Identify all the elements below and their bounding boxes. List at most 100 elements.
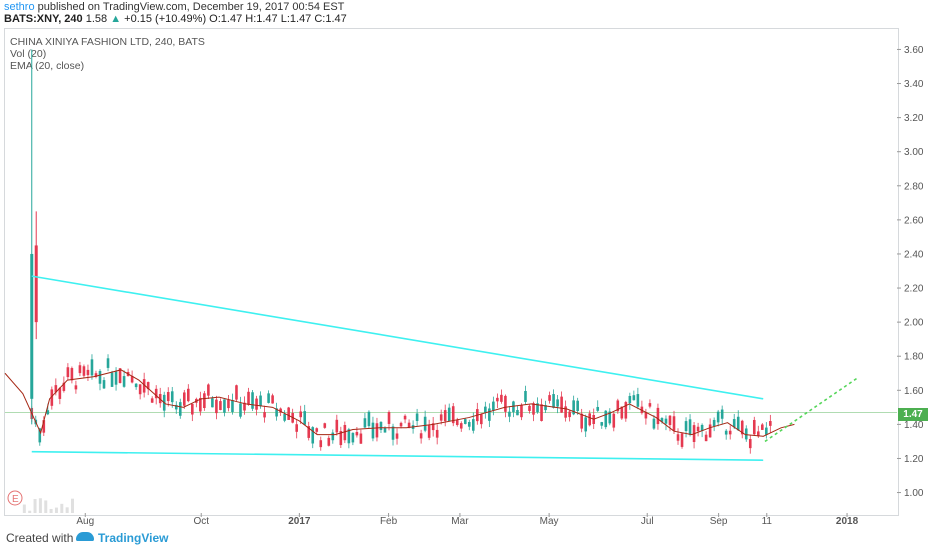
candle xyxy=(207,384,210,396)
candle xyxy=(423,416,427,431)
candle xyxy=(576,400,579,411)
candle xyxy=(560,396,563,413)
candle xyxy=(596,406,600,411)
volume-bar xyxy=(38,498,42,513)
candle xyxy=(756,431,760,437)
volume-bar xyxy=(65,507,69,513)
candle xyxy=(251,392,254,409)
candle xyxy=(211,398,214,408)
candle xyxy=(122,376,126,387)
candle xyxy=(600,422,604,426)
y-tick-label: 1.00 xyxy=(904,488,924,499)
projection-line xyxy=(764,377,858,443)
candle xyxy=(375,423,379,438)
spike-candle xyxy=(34,245,38,323)
candle xyxy=(146,382,150,390)
candle xyxy=(455,419,459,425)
up-triangle-icon: ▲ xyxy=(110,13,122,25)
candle xyxy=(700,424,704,431)
candle xyxy=(82,366,86,376)
chart-header: sethro published on TradingView.com, Dec… xyxy=(0,0,932,26)
candle xyxy=(387,412,391,424)
candle xyxy=(459,423,463,429)
legend-ema[interactable]: EMA (20, close) xyxy=(10,60,85,72)
candle xyxy=(604,410,608,428)
candle xyxy=(142,379,146,393)
candle xyxy=(303,411,307,425)
x-tick-label: Jul xyxy=(641,516,654,527)
earnings-marker xyxy=(7,490,23,506)
tradingview-logo[interactable]: TradingView xyxy=(76,531,168,545)
x-tick-label: Oct xyxy=(193,516,209,527)
candle xyxy=(315,428,319,432)
candle xyxy=(548,395,551,401)
candle xyxy=(86,369,90,376)
y-tick-label: 2.60 xyxy=(904,215,924,226)
candle xyxy=(407,422,411,428)
candle xyxy=(267,393,270,403)
quote-line: BATS:XNY, 240 1.58 ▲ +0.15 (+10.49%) O:1… xyxy=(4,13,347,25)
publish-line: sethro published on TradingView.com, Dec… xyxy=(4,1,344,13)
candle xyxy=(736,416,740,431)
candle xyxy=(46,410,50,415)
candle xyxy=(343,424,347,441)
candle xyxy=(540,404,543,421)
candle xyxy=(339,430,343,446)
candle xyxy=(219,401,222,410)
candle xyxy=(134,383,138,388)
candle xyxy=(500,394,503,402)
candle xyxy=(748,439,752,449)
candle xyxy=(496,397,499,402)
symbol-label: BATS:XNY, 240 xyxy=(4,13,83,25)
candle xyxy=(732,419,736,428)
x-tick-label: 2018 xyxy=(836,516,859,527)
candle xyxy=(624,402,628,419)
candle xyxy=(367,411,371,427)
candle xyxy=(287,407,290,420)
candle xyxy=(616,400,620,412)
y-tick-label: 2.00 xyxy=(904,318,924,329)
legend-volume[interactable]: Vol (20) xyxy=(10,48,47,60)
candle xyxy=(492,401,495,411)
candle xyxy=(556,399,559,407)
candle xyxy=(215,399,218,414)
candle xyxy=(279,408,282,413)
candle xyxy=(463,419,467,424)
candle xyxy=(544,405,547,411)
candle xyxy=(283,414,286,421)
candle xyxy=(652,418,656,429)
trendline-upper xyxy=(31,275,764,400)
candle xyxy=(761,424,764,430)
y-tick-label: 3.60 xyxy=(904,45,924,56)
candle xyxy=(431,423,435,431)
y-tick-label: 1.80 xyxy=(904,352,924,363)
candle xyxy=(150,398,154,403)
candle xyxy=(347,429,351,444)
candle xyxy=(403,415,407,420)
candle xyxy=(259,395,262,407)
candle xyxy=(395,433,399,439)
candle xyxy=(564,406,567,418)
candle xyxy=(335,419,339,433)
candle xyxy=(78,365,82,374)
y-tick-label: 3.20 xyxy=(904,113,924,124)
candle xyxy=(536,403,539,413)
candle xyxy=(765,427,768,435)
y-tick-label: 1.20 xyxy=(904,454,924,465)
candle xyxy=(484,406,487,413)
candle xyxy=(311,427,315,444)
candle xyxy=(680,433,684,447)
candle xyxy=(110,372,114,387)
legend-symbol: CHINA XINIYA FASHION LTD, 240, BATS xyxy=(10,36,205,48)
x-tick-label: Feb xyxy=(380,516,398,527)
volume-bar xyxy=(49,508,53,513)
candle xyxy=(271,395,274,404)
candle xyxy=(660,418,664,422)
brand-label: TradingView xyxy=(98,531,169,545)
y-tick-label: 1.40 xyxy=(904,420,924,431)
candle xyxy=(351,432,355,443)
x-tick-label: 2017 xyxy=(288,516,311,527)
author-link[interactable]: sethro xyxy=(4,1,35,13)
candle xyxy=(608,411,612,424)
